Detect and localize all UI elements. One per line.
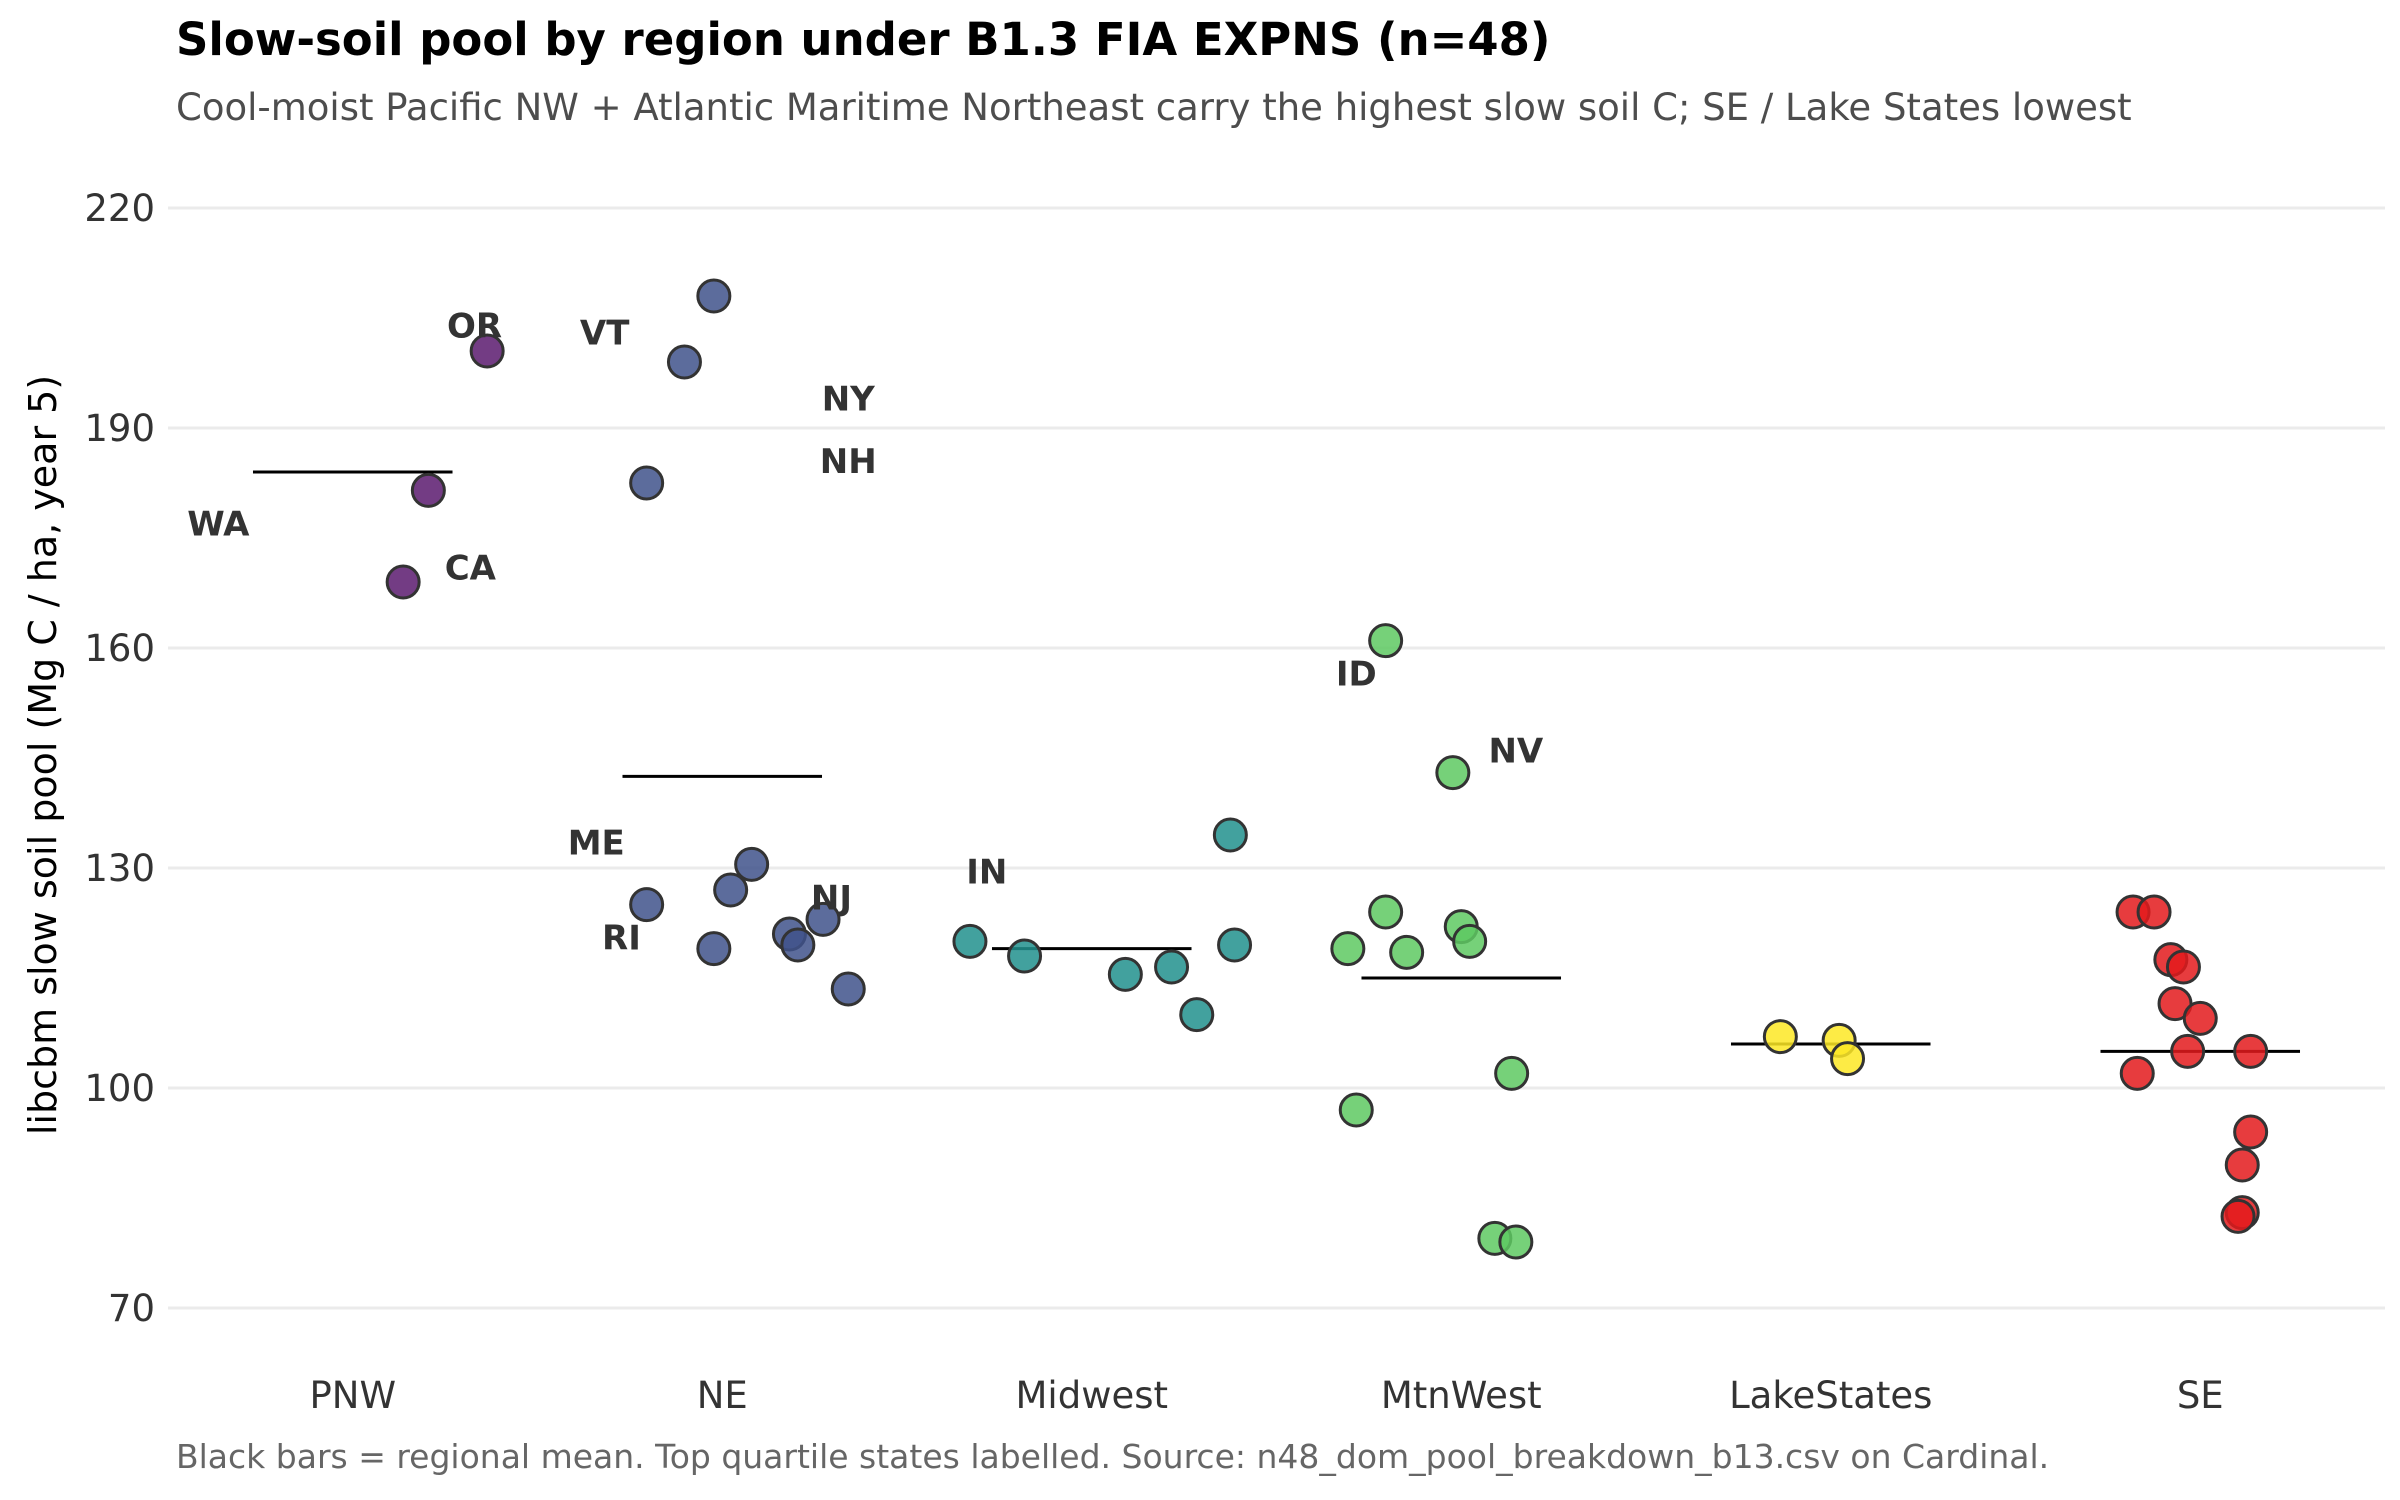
x-tick-label: PNW <box>309 1374 396 1417</box>
x-tick-label: SE <box>2177 1374 2224 1417</box>
point-label: WA <box>187 504 250 544</box>
data-point <box>1179 997 1215 1033</box>
data-point <box>1217 927 1253 963</box>
data-point <box>830 971 866 1007</box>
x-tick-label: NE <box>697 1374 748 1417</box>
data-point <box>1435 755 1471 791</box>
data-point <box>1212 817 1248 853</box>
data-point <box>1368 623 1404 659</box>
data-point <box>2233 1114 2269 1150</box>
data-point <box>1154 949 1190 985</box>
data-point <box>1368 894 1404 930</box>
data-point <box>2182 1000 2218 1036</box>
mean-bar-layer <box>252 470 2301 1053</box>
y-tick-label: 130 <box>84 847 155 890</box>
data-point <box>469 333 505 369</box>
data-point <box>2220 1198 2256 1234</box>
data-point <box>385 564 421 600</box>
y-tick-layer: 70 100 130 160 190 220 <box>84 187 155 1330</box>
data-point <box>1330 931 1366 967</box>
point-label: NY <box>822 380 875 420</box>
data-point <box>1762 1019 1798 1055</box>
data-point <box>1452 923 1488 959</box>
y-axis-label: libcbm slow soil pool (Mg C / ha, year 5… <box>21 375 65 1135</box>
data-point <box>629 465 665 501</box>
data-point <box>1498 1224 1534 1260</box>
data-point <box>666 344 702 380</box>
data-point <box>2170 1033 2206 1069</box>
point-label: ME <box>568 823 625 863</box>
x-tick-label: LakeStates <box>1729 1374 1932 1417</box>
x-tick-layer: PNW NE Midwest MtnWest LakeStates SE <box>309 1374 2223 1417</box>
y-tick-label: 160 <box>84 627 155 670</box>
data-point <box>1338 1092 1374 1128</box>
x-tick-label: Midwest <box>1016 1374 1169 1417</box>
data-point <box>2233 1033 2269 1069</box>
data-point <box>734 846 770 882</box>
point-label: RI <box>602 919 641 959</box>
y-tick-label: 190 <box>84 407 155 450</box>
data-point <box>2224 1147 2260 1183</box>
chart-subtitle: Cool-moist Pacific NW + Atlantic Maritim… <box>176 86 2132 129</box>
data-point <box>1389 934 1425 970</box>
x-tick-label: MtnWest <box>1381 1374 1542 1417</box>
data-point <box>696 931 732 967</box>
chart-title: Slow-soil pool by region under B1.3 FIA … <box>176 13 1551 66</box>
data-point <box>780 927 816 963</box>
data-point <box>696 278 732 314</box>
point-label: CA <box>445 548 497 588</box>
data-point <box>629 887 665 923</box>
data-point <box>805 901 841 937</box>
point-label-layer: OR WA CA VT NY NH ME NJ RI IN ID NV <box>187 306 1544 958</box>
point-label: VT <box>580 314 630 354</box>
point-label: NH <box>820 442 877 482</box>
point-label: ID <box>1336 655 1377 695</box>
point-label: NV <box>1488 732 1543 772</box>
data-point <box>1007 938 1043 974</box>
data-point <box>2119 1055 2155 1091</box>
grid-layer <box>168 206 2385 1310</box>
data-point <box>1830 1041 1866 1077</box>
y-tick-label: 220 <box>84 187 155 230</box>
chart-caption: Black bars = regional mean. Top quartile… <box>176 1437 2049 1476</box>
data-point <box>1494 1055 1530 1091</box>
point-label: IN <box>966 853 1007 893</box>
data-point <box>2136 894 2172 930</box>
data-point <box>713 872 749 908</box>
point-layer <box>385 278 2269 1260</box>
point-label: NJ <box>811 878 852 918</box>
y-tick-label: 100 <box>84 1067 155 1110</box>
data-point <box>2165 949 2201 985</box>
data-point <box>1107 956 1143 992</box>
y-tick-label: 70 <box>108 1287 155 1330</box>
point-label: OR <box>447 306 502 346</box>
data-point <box>410 472 446 508</box>
data-point <box>952 923 988 959</box>
